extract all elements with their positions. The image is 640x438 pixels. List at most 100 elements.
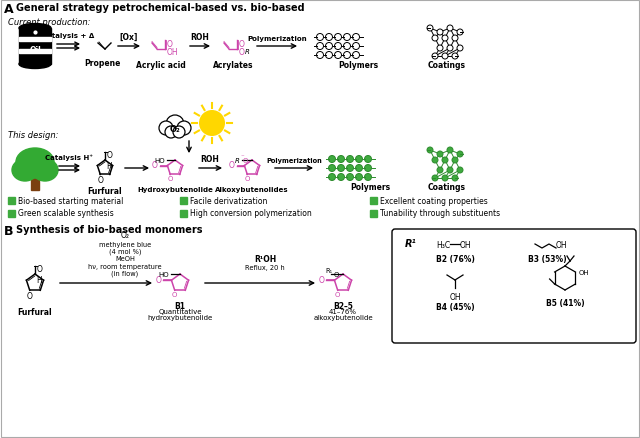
Text: R: R [245,49,250,55]
Text: H₃C: H₃C [436,240,450,249]
Text: O: O [319,275,324,284]
Text: O: O [97,176,103,185]
Text: Acrylates: Acrylates [212,61,253,70]
Text: High conversion polymerization: High conversion polymerization [190,209,312,218]
Text: (4 mol %): (4 mol %) [109,248,141,254]
Text: O₂: O₂ [170,124,180,133]
Circle shape [344,53,351,60]
Circle shape [353,43,360,50]
Text: O: O [239,39,245,48]
Text: (in flow): (in flow) [111,270,139,276]
Ellipse shape [19,155,51,179]
Circle shape [355,156,362,163]
Circle shape [442,36,448,42]
Text: Synthesis of bio-based monomers: Synthesis of bio-based monomers [16,225,202,234]
Text: Catalysis + Δ: Catalysis + Δ [42,33,94,39]
Bar [31,175,39,191]
Circle shape [437,30,443,36]
Circle shape [442,176,448,182]
Circle shape [326,43,333,50]
Text: Current production:: Current production: [8,18,90,27]
Text: O: O [239,47,245,57]
Text: R¹OH: R¹OH [254,254,276,263]
Circle shape [317,53,323,60]
Text: O: O [334,272,339,277]
Circle shape [442,158,448,164]
Text: O: O [168,176,173,182]
Circle shape [317,35,323,42]
Circle shape [432,158,438,164]
Text: Polymers: Polymers [350,183,390,191]
Text: This design:: This design: [8,131,58,140]
Ellipse shape [12,159,38,182]
Bar [8,198,15,205]
Text: B: B [4,225,13,237]
Text: O: O [244,176,250,182]
Bar [370,211,377,218]
Text: B5 (41%): B5 (41%) [546,298,584,307]
Text: hν, room temperature: hν, room temperature [88,263,162,269]
Circle shape [437,168,443,173]
Circle shape [452,36,458,42]
Text: O: O [27,292,33,300]
Circle shape [335,53,342,60]
Ellipse shape [19,25,51,33]
Bar [370,198,377,205]
Circle shape [365,174,371,181]
Circle shape [326,53,333,60]
Circle shape [442,54,448,60]
Circle shape [346,165,353,172]
Circle shape [199,111,225,137]
Circle shape [337,174,344,181]
Text: General strategy petrochemical-based vs. bio-based: General strategy petrochemical-based vs.… [16,3,305,13]
Circle shape [326,35,333,42]
Text: A: A [4,3,13,16]
Circle shape [432,54,438,60]
Circle shape [365,156,371,163]
Circle shape [457,168,463,173]
Text: O: O [243,158,248,164]
Circle shape [437,152,443,158]
Bar [19,29,51,65]
Text: Coatings: Coatings [428,61,466,70]
Text: Excellent coating properties: Excellent coating properties [380,196,488,205]
Text: HO: HO [154,158,165,164]
Text: Hydroxybutenolide: Hydroxybutenolide [137,187,213,193]
Text: O: O [156,275,161,284]
Text: R: R [235,158,240,164]
Text: hydroxybutenolide: hydroxybutenolide [147,314,212,320]
Circle shape [447,26,453,32]
Ellipse shape [32,159,58,182]
Text: 41–76%: 41–76% [329,308,357,314]
Text: OH: OH [449,292,461,301]
Circle shape [166,116,184,134]
Circle shape [346,174,353,181]
Bar [180,198,187,205]
Text: HO: HO [158,272,169,277]
Text: O₂: O₂ [120,230,129,240]
Text: alkoxybutenolide: alkoxybutenolide [313,314,373,320]
Text: Green scalable synthesis: Green scalable synthesis [18,209,114,218]
Circle shape [457,46,463,52]
Circle shape [452,176,458,182]
Text: Acrylic acid: Acrylic acid [136,61,186,70]
Text: H: H [36,276,42,284]
Text: Polymerization: Polymerization [247,36,307,42]
Text: Alkoxybutenolides: Alkoxybutenolides [215,187,289,193]
Text: methylene blue: methylene blue [99,241,151,247]
FancyBboxPatch shape [392,230,636,343]
Text: Tunability through substituents: Tunability through substituents [380,209,500,218]
Circle shape [447,148,453,154]
Text: ⁻: ⁻ [241,154,244,159]
Text: Coatings: Coatings [428,183,466,191]
Circle shape [365,165,371,172]
Circle shape [317,43,323,50]
Text: O: O [172,292,177,297]
Text: Polymerization: Polymerization [266,158,322,164]
Circle shape [177,122,191,136]
Circle shape [328,174,335,181]
Text: Furfural: Furfural [88,187,122,195]
Text: O: O [167,39,173,48]
Text: Reflux, 20 h: Reflux, 20 h [245,265,285,270]
Circle shape [355,174,362,181]
